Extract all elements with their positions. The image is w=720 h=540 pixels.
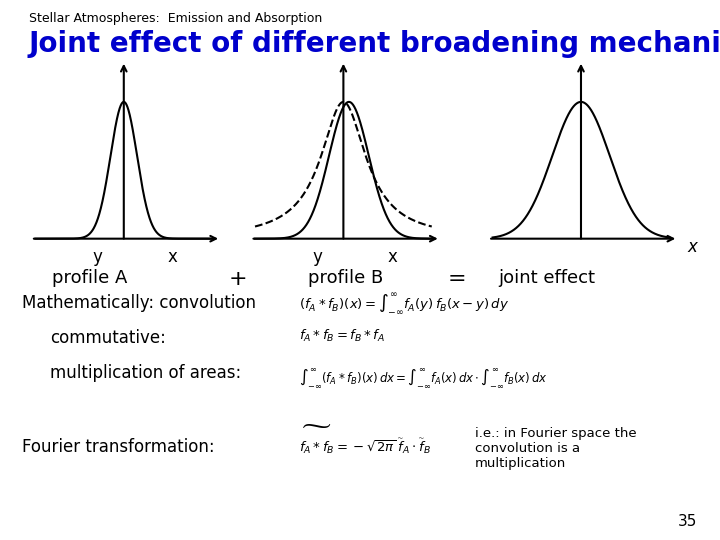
Text: x: x	[387, 248, 397, 266]
Text: =: =	[448, 269, 467, 289]
Text: x: x	[687, 239, 697, 256]
Text: Fourier transformation:: Fourier transformation:	[22, 438, 215, 456]
Text: $f_A * f_B = f_B * f_A$: $f_A * f_B = f_B * f_A$	[299, 328, 385, 345]
Text: joint effect: joint effect	[499, 269, 595, 287]
Text: profile A: profile A	[53, 269, 127, 287]
Text: Mathematically: convolution: Mathematically: convolution	[22, 294, 256, 312]
Text: y: y	[92, 248, 102, 266]
Text: 35: 35	[678, 514, 697, 529]
Text: i.e.: in Fourier space the
convolution is a
multiplication: i.e.: in Fourier space the convolution i…	[475, 427, 636, 470]
Text: $\int_{-\infty}^{\infty}(f_A * f_B)(x)\,dx = \int_{-\infty}^{\infty}f_A(x)\,dx \: $\int_{-\infty}^{\infty}(f_A * f_B)(x)\,…	[299, 367, 548, 390]
Text: x: x	[168, 248, 177, 266]
Text: multiplication of areas:: multiplication of areas:	[50, 364, 242, 382]
Text: commutative:: commutative:	[50, 329, 166, 347]
Text: y: y	[312, 248, 322, 266]
Text: profile B: profile B	[308, 269, 383, 287]
Text: $(f_A * f_B)(x) = \int_{-\infty}^{\infty} f_A(y)\,f_B(x-y)\,dy$: $(f_A * f_B)(x) = \int_{-\infty}^{\infty…	[299, 292, 509, 317]
Text: $\widetilde{\quad}$: $\widetilde{\quad}$	[299, 408, 332, 436]
Text: Joint effect of different broadening mechanisms: Joint effect of different broadening mec…	[29, 30, 720, 58]
Text: $f_A * f_B = -\sqrt{2\pi}\;\widetilde{f}_A \cdot \widetilde{f}_B$: $f_A * f_B = -\sqrt{2\pi}\;\widetilde{f}…	[299, 436, 431, 456]
Text: Stellar Atmospheres:  Emission and Absorption: Stellar Atmospheres: Emission and Absorp…	[29, 12, 322, 25]
Text: +: +	[228, 269, 247, 289]
